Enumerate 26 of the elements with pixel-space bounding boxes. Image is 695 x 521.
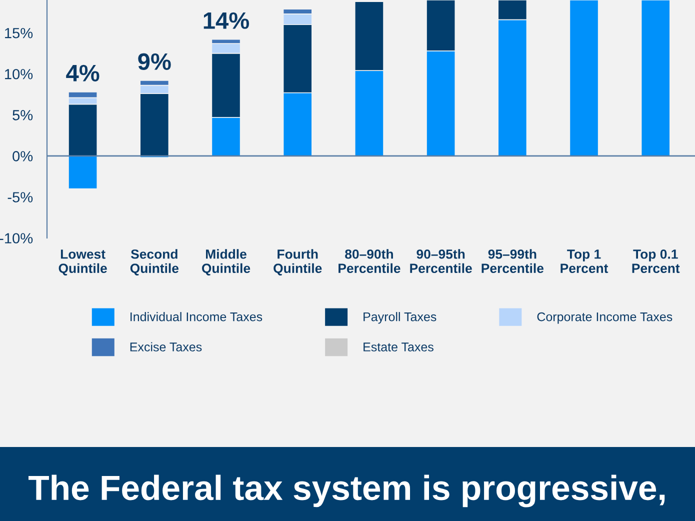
x-tick-label: Fourth Quintile [274, 249, 322, 276]
x-tick-label: 80–90th Percentile [338, 249, 400, 274]
text: The Federal tax system is progressive, [28, 474, 665, 508]
legend-label: Payroll Taxes [364, 312, 436, 324]
x-tick-label: Middle Quintile [202, 249, 250, 276]
legend-label: Individual Income Taxes [130, 312, 262, 322]
total-label: 4% [66, 64, 100, 82]
bar [569, 0, 599, 156]
legend-label: Corporate Income Taxes [537, 312, 672, 324]
y-tick-label: 15% [5, 28, 33, 38]
legend-label: Excise Taxes [130, 342, 202, 352]
y-tick-label: 0% [12, 151, 33, 162]
y-tick-label: -5% [8, 192, 33, 202]
y-tick-label: 10% [5, 68, 33, 80]
bar [640, 0, 670, 156]
x-tick-label: Top 0.1 Percent [632, 249, 680, 274]
y-tick-label: 5% [12, 110, 33, 120]
x-tick-label: Top 1 Percent [560, 250, 608, 274]
total-label: 14% [204, 12, 250, 29]
x-tick-label: 90–95th Percentile [410, 249, 472, 274]
total-label: 9% [138, 53, 171, 70]
x-tick-label: 95–99th Percentile [482, 249, 544, 274]
x-tick-label: Lowest Quintile [58, 250, 107, 276]
x-tick-label: Second Quintile [130, 249, 179, 276]
y-tick-label: -10% [0, 233, 33, 244]
legend-label: Estate Taxes [364, 342, 434, 352]
